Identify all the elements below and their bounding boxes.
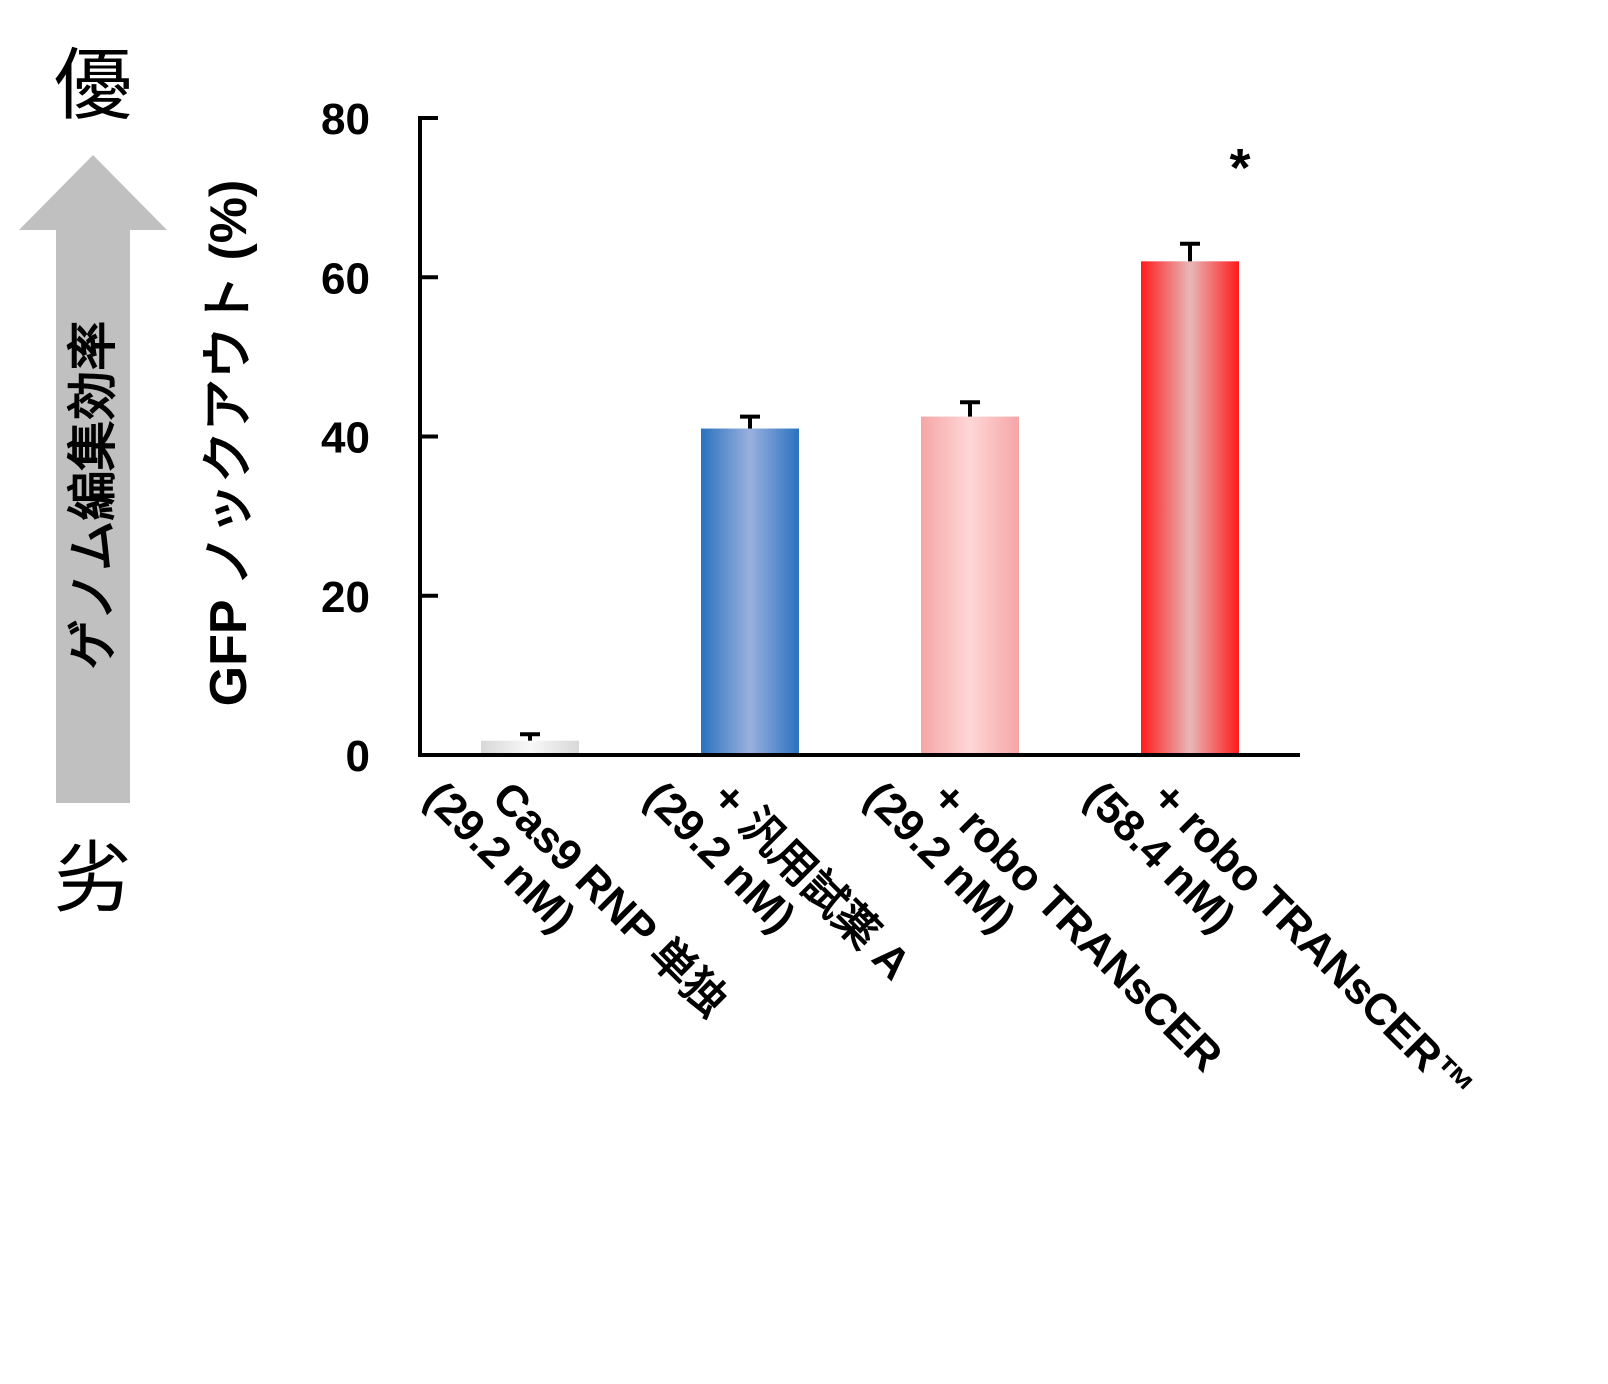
category-label-4: + robo TRANsCER™(58.4 nM) (1075, 772, 1483, 1112)
significance-marker: * (1229, 138, 1250, 198)
y-tick-label-40: 40 (321, 414, 370, 463)
category-labels: Cas9 RNP 単独(29.2 nM) + 汎用試薬 A(29.2 nM) + r… (415, 772, 1483, 1112)
annotations: * (1229, 138, 1250, 198)
y-ticks: 0 20 40 60 80 (321, 95, 438, 781)
y-tick-label-20: 20 (321, 573, 370, 622)
category-label-1: Cas9 RNP 単独(29.2 nM) (415, 772, 737, 1026)
scale-bottom-label: 劣 (54, 834, 132, 922)
bar-2 (701, 428, 799, 755)
scale-arrow-label: ゲノム編集効率 (65, 321, 121, 670)
bar-1 (481, 740, 579, 755)
y-tick-label-60: 60 (321, 254, 370, 303)
y-tick-label-80: 80 (321, 95, 370, 144)
efficiency-scale: 優 ゲノム編集効率 劣 (19, 41, 167, 922)
scale-top-label: 優 (54, 41, 132, 129)
bar-3 (921, 416, 1019, 755)
scale-arrow-icon (19, 155, 167, 803)
bar-4 (1141, 261, 1239, 755)
y-tick-label-0: 0 (346, 732, 370, 781)
y-axis-label: GFP ノックアウト (%) (200, 180, 258, 707)
bars (481, 241, 1239, 755)
